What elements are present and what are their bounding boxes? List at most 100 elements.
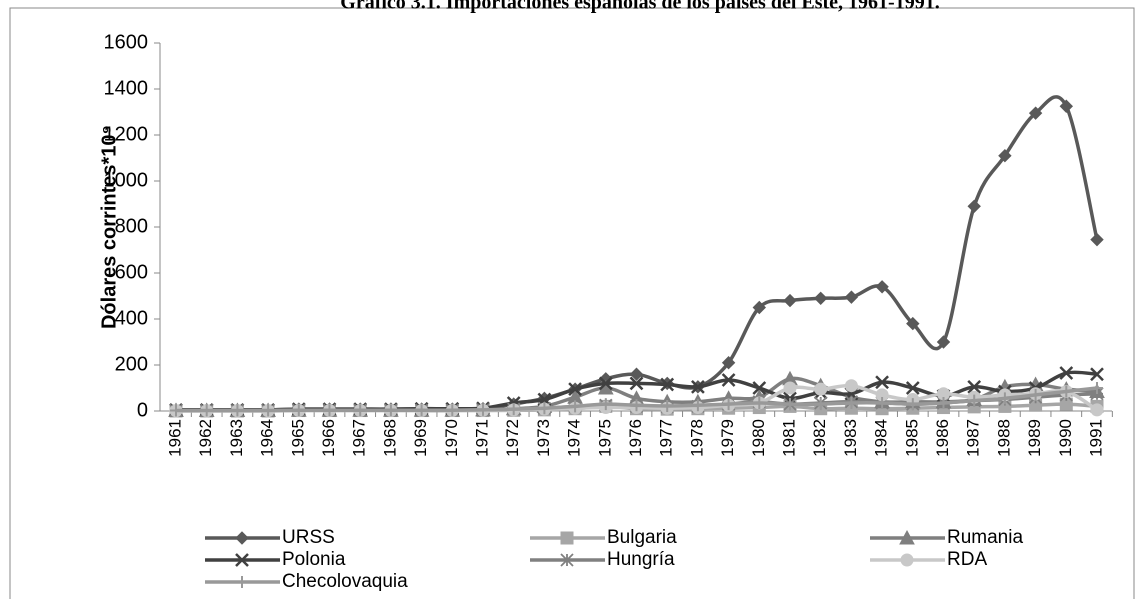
x-tick-label: 1969 (411, 419, 430, 457)
legend-marker (235, 531, 249, 545)
data-point (630, 399, 643, 412)
data-point (784, 398, 796, 411)
data-point (814, 398, 827, 411)
data-point (262, 404, 275, 417)
x-tick-label: 1968 (380, 419, 399, 457)
x-tick-label: 1972 (503, 419, 522, 457)
data-point (876, 396, 889, 409)
chart-title: Gráfico 3.1. Importaciones españolas de … (340, 0, 939, 14)
y-tick-label: 400 (115, 307, 148, 329)
chart-border (9, 7, 1135, 599)
data-point (1059, 366, 1074, 380)
data-point (906, 316, 920, 331)
legend-label: Rumania (947, 527, 1023, 548)
y-tick-label: 1200 (104, 123, 149, 145)
x-tick-label: 1979 (718, 419, 737, 457)
data-point (415, 404, 428, 417)
x-tick-label: 1973 (534, 419, 553, 457)
data-point (1060, 385, 1073, 398)
legend-marker (236, 576, 248, 588)
legend-label: Polonia (282, 549, 346, 570)
x-tick-label: 1983 (841, 419, 860, 457)
x-tick-label: 1981 (779, 419, 798, 457)
data-point (1091, 382, 1103, 394)
data-point (936, 335, 951, 349)
x-tick-label: 1986 (933, 419, 952, 457)
x-tick-label: 1975 (595, 419, 614, 457)
x-tick-label: 1980 (749, 419, 768, 457)
data-point (691, 379, 705, 394)
y-tick-label: 1400 (104, 77, 149, 99)
data-point (721, 373, 736, 387)
data-point (813, 291, 828, 306)
x-tick-label: 1974 (565, 419, 584, 457)
data-point (967, 379, 982, 394)
data-point (845, 396, 858, 409)
y-tick-label: 200 (115, 353, 148, 375)
data-point (477, 403, 489, 416)
data-point (629, 367, 644, 381)
legend-label: Checolovaquia (282, 571, 408, 592)
data-point (783, 381, 797, 395)
data-point (937, 396, 950, 409)
x-tick-label: 1987 (964, 419, 983, 457)
legend-marker (560, 531, 574, 545)
x-tick-label: 1985 (902, 419, 921, 457)
data-point (231, 404, 244, 417)
y-tick-label: 600 (115, 261, 148, 283)
data-point (629, 376, 644, 391)
data-point (599, 398, 612, 411)
data-point (753, 396, 766, 409)
x-tick-label: 1963 (227, 419, 246, 457)
x-tick-label: 1966 (319, 419, 338, 457)
data-point (998, 148, 1012, 163)
x-tick-label: 1988 (994, 419, 1013, 457)
y-tick-label: 1000 (104, 169, 149, 191)
data-point (998, 392, 1011, 405)
data-point (722, 398, 735, 411)
x-tick-label: 1971 (472, 419, 491, 457)
legend-label: Bulgaria (607, 527, 677, 548)
data-point (323, 404, 336, 417)
data-point (875, 375, 889, 390)
data-point (844, 379, 858, 393)
x-tick-label: 1965 (288, 419, 307, 457)
x-tick-label: 1964 (258, 419, 277, 457)
data-point (721, 355, 736, 370)
data-point (906, 398, 919, 411)
y-tick-label: 0 (137, 399, 148, 421)
x-tick-label: 1967 (350, 419, 369, 457)
data-point (968, 394, 981, 407)
x-tick-label: 1970 (442, 419, 461, 457)
legend-label: RDA (947, 549, 987, 570)
data-point (1090, 232, 1104, 247)
data-point (661, 399, 674, 412)
data-point (1059, 99, 1074, 113)
y-axis-label: Dólares corrintes*10⁹ (98, 125, 120, 329)
data-point (752, 300, 767, 315)
legend-marker (235, 553, 249, 567)
data-point (354, 404, 367, 417)
x-tick-label: 1961 (165, 419, 184, 457)
data-point (967, 199, 981, 214)
data-point (844, 290, 859, 304)
data-point (292, 404, 305, 417)
legend-marker (900, 553, 914, 567)
data-point (905, 381, 920, 395)
y-tick-label: 1600 (104, 31, 149, 53)
data-point (569, 400, 582, 413)
data-point (507, 403, 520, 416)
data-point (568, 382, 582, 397)
legend-marker (899, 529, 915, 545)
data-point (875, 280, 889, 294)
data-point (538, 402, 551, 415)
data-point (660, 377, 675, 392)
data-point (170, 404, 182, 417)
x-tick-label: 1991 (1086, 419, 1105, 457)
data-point (1028, 106, 1043, 120)
data-point (1090, 367, 1104, 382)
data-point (200, 404, 213, 417)
x-tick-label: 1978 (687, 419, 706, 457)
x-tick-label: 1982 (810, 419, 829, 457)
